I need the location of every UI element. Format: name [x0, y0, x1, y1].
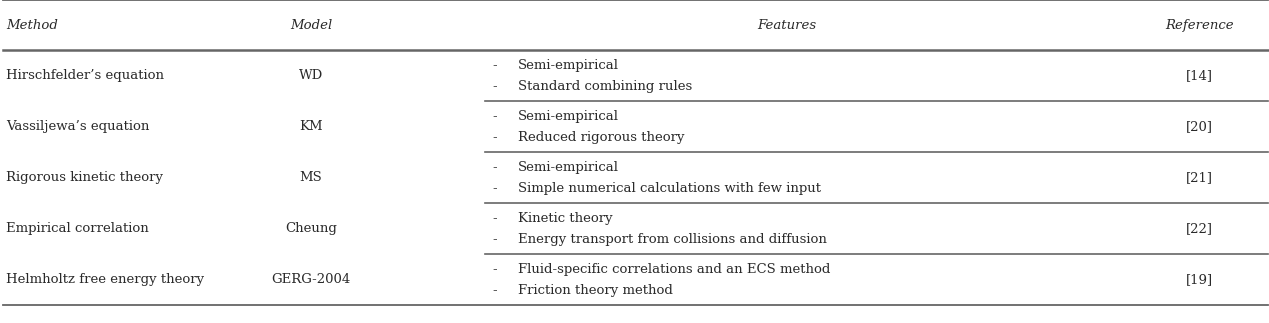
Text: -: - — [492, 80, 497, 93]
Text: GERG-2004: GERG-2004 — [272, 273, 350, 286]
Text: Standard combining rules: Standard combining rules — [518, 80, 692, 93]
Text: -: - — [492, 234, 497, 246]
Text: Friction theory method: Friction theory method — [518, 285, 673, 297]
Text: WD: WD — [298, 69, 324, 82]
Text: -: - — [492, 131, 497, 144]
Text: -: - — [492, 110, 497, 123]
Text: [14]: [14] — [1185, 69, 1213, 82]
Text: -: - — [492, 182, 497, 195]
Text: Cheung: Cheung — [286, 222, 336, 235]
Text: Model: Model — [289, 18, 332, 32]
Text: -: - — [492, 161, 497, 174]
Text: Fluid-specific correlations and an ECS method: Fluid-specific correlations and an ECS m… — [518, 263, 830, 276]
Text: [21]: [21] — [1185, 171, 1213, 184]
Text: Reference: Reference — [1165, 18, 1233, 32]
Text: Features: Features — [758, 18, 816, 32]
Text: Semi-empirical: Semi-empirical — [518, 110, 619, 123]
Text: -: - — [492, 285, 497, 297]
Text: [22]: [22] — [1185, 222, 1213, 235]
Text: Kinetic theory: Kinetic theory — [518, 212, 613, 225]
Text: -: - — [492, 212, 497, 225]
Text: -: - — [492, 59, 497, 72]
Text: Method: Method — [6, 18, 58, 32]
Text: Helmholtz free energy theory: Helmholtz free energy theory — [6, 273, 204, 286]
Text: Rigorous kinetic theory: Rigorous kinetic theory — [6, 171, 164, 184]
Text: Semi-empirical: Semi-empirical — [518, 59, 619, 72]
Text: Hirschfelder’s equation: Hirschfelder’s equation — [6, 69, 165, 82]
Text: MS: MS — [299, 171, 322, 184]
Text: Vassiljewa’s equation: Vassiljewa’s equation — [6, 120, 150, 133]
Text: Energy transport from collisions and diffusion: Energy transport from collisions and dif… — [518, 234, 826, 246]
Text: Simple numerical calculations with few input: Simple numerical calculations with few i… — [518, 182, 821, 195]
Text: Empirical correlation: Empirical correlation — [6, 222, 148, 235]
Text: -: - — [492, 263, 497, 276]
Text: [20]: [20] — [1185, 120, 1213, 133]
Text: Semi-empirical: Semi-empirical — [518, 161, 619, 174]
Text: [19]: [19] — [1185, 273, 1213, 286]
Text: KM: KM — [299, 120, 322, 133]
Text: Reduced rigorous theory: Reduced rigorous theory — [518, 131, 684, 144]
